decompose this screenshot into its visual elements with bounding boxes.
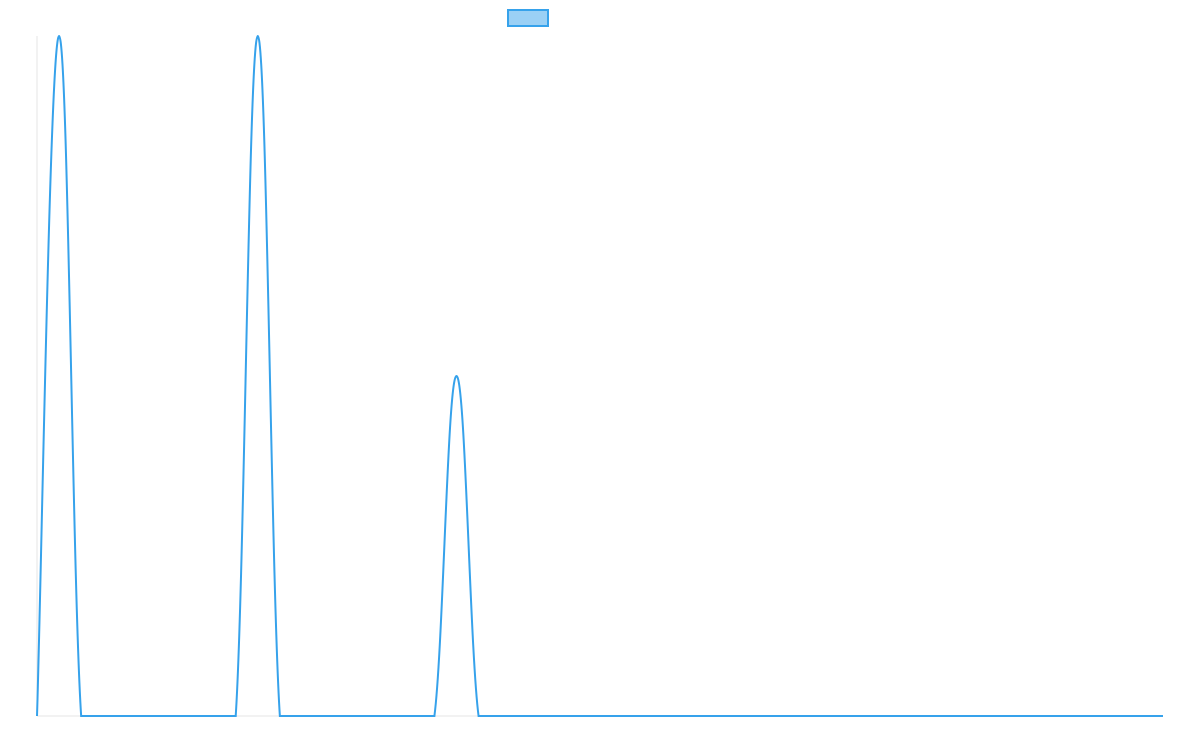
legend-swatch bbox=[507, 9, 549, 27]
line-series bbox=[36, 34, 1163, 717]
